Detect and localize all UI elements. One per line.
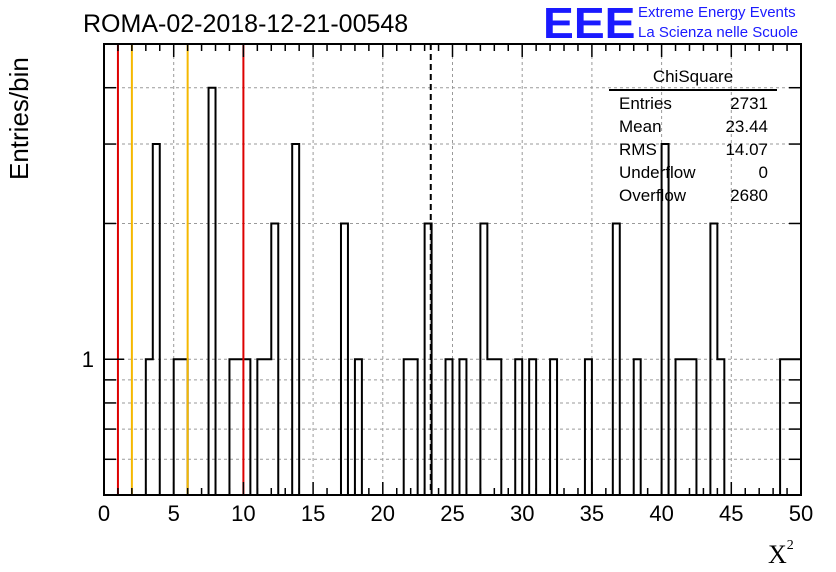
stats-divider xyxy=(609,89,777,91)
stats-value: 23.44 xyxy=(725,117,768,136)
x-axis-label: X2 xyxy=(768,538,794,569)
stats-label: Overflow xyxy=(619,186,687,205)
x-tick-label: 45 xyxy=(719,501,743,526)
stats-value: 14.07 xyxy=(725,140,768,159)
logo-line-1: Extreme Energy Events xyxy=(638,4,796,21)
run-title: ROMA-02-2018-12-21-00548 xyxy=(83,10,409,38)
stats-box: ChiSquare Entries 2731 Mean 23.44 RMS 14… xyxy=(609,66,777,207)
axis-ticks xyxy=(103,43,802,495)
x-tick-label: 5 xyxy=(168,501,180,526)
stats-row-underflow: Underflow 0 xyxy=(609,161,777,184)
eee-logo: EEE xyxy=(543,0,636,48)
stats-row-mean: Mean 23.44 xyxy=(609,115,777,138)
stats-row-overflow: Overflow 2680 xyxy=(609,184,777,207)
x-tick-label: 25 xyxy=(440,501,464,526)
x-tick-label: 50 xyxy=(789,501,813,526)
x-tick-label: 20 xyxy=(371,501,395,526)
stats-row-entries: Entries 2731 xyxy=(609,92,777,115)
marker-lines xyxy=(116,44,432,495)
stats-row-rms: RMS 14.07 xyxy=(609,138,777,161)
stats-title: ChiSquare xyxy=(652,67,734,86)
stats-label: Mean xyxy=(619,117,662,136)
x-tick-label: 15 xyxy=(301,501,325,526)
stats-value: 0 xyxy=(758,163,768,182)
x-tick-label: 35 xyxy=(580,501,604,526)
stats-value: 2680 xyxy=(730,186,768,205)
logo-line-2: La Scienza nelle Scuole xyxy=(638,24,799,41)
stats-label: RMS xyxy=(619,140,657,159)
stats-label: Underflow xyxy=(619,163,696,182)
x-tick-label: 40 xyxy=(649,501,673,526)
x-tick-label: 10 xyxy=(231,501,255,526)
tick-labels: 0 5 10 15 20 25 30 35 40 45 50 1 xyxy=(82,347,813,526)
stats-label: Entries xyxy=(619,94,672,113)
y-tick-label: 1 xyxy=(82,347,94,372)
y-axis-label: Entries/bin xyxy=(4,57,34,180)
x-tick-label: 0 xyxy=(98,501,110,526)
stats-value: 2731 xyxy=(730,94,768,113)
x-tick-label: 30 xyxy=(510,501,534,526)
